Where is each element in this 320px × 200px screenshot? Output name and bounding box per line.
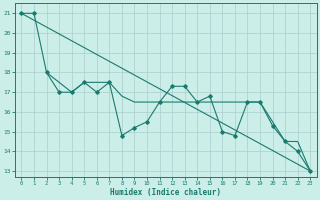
X-axis label: Humidex (Indice chaleur): Humidex (Indice chaleur) — [110, 188, 221, 197]
